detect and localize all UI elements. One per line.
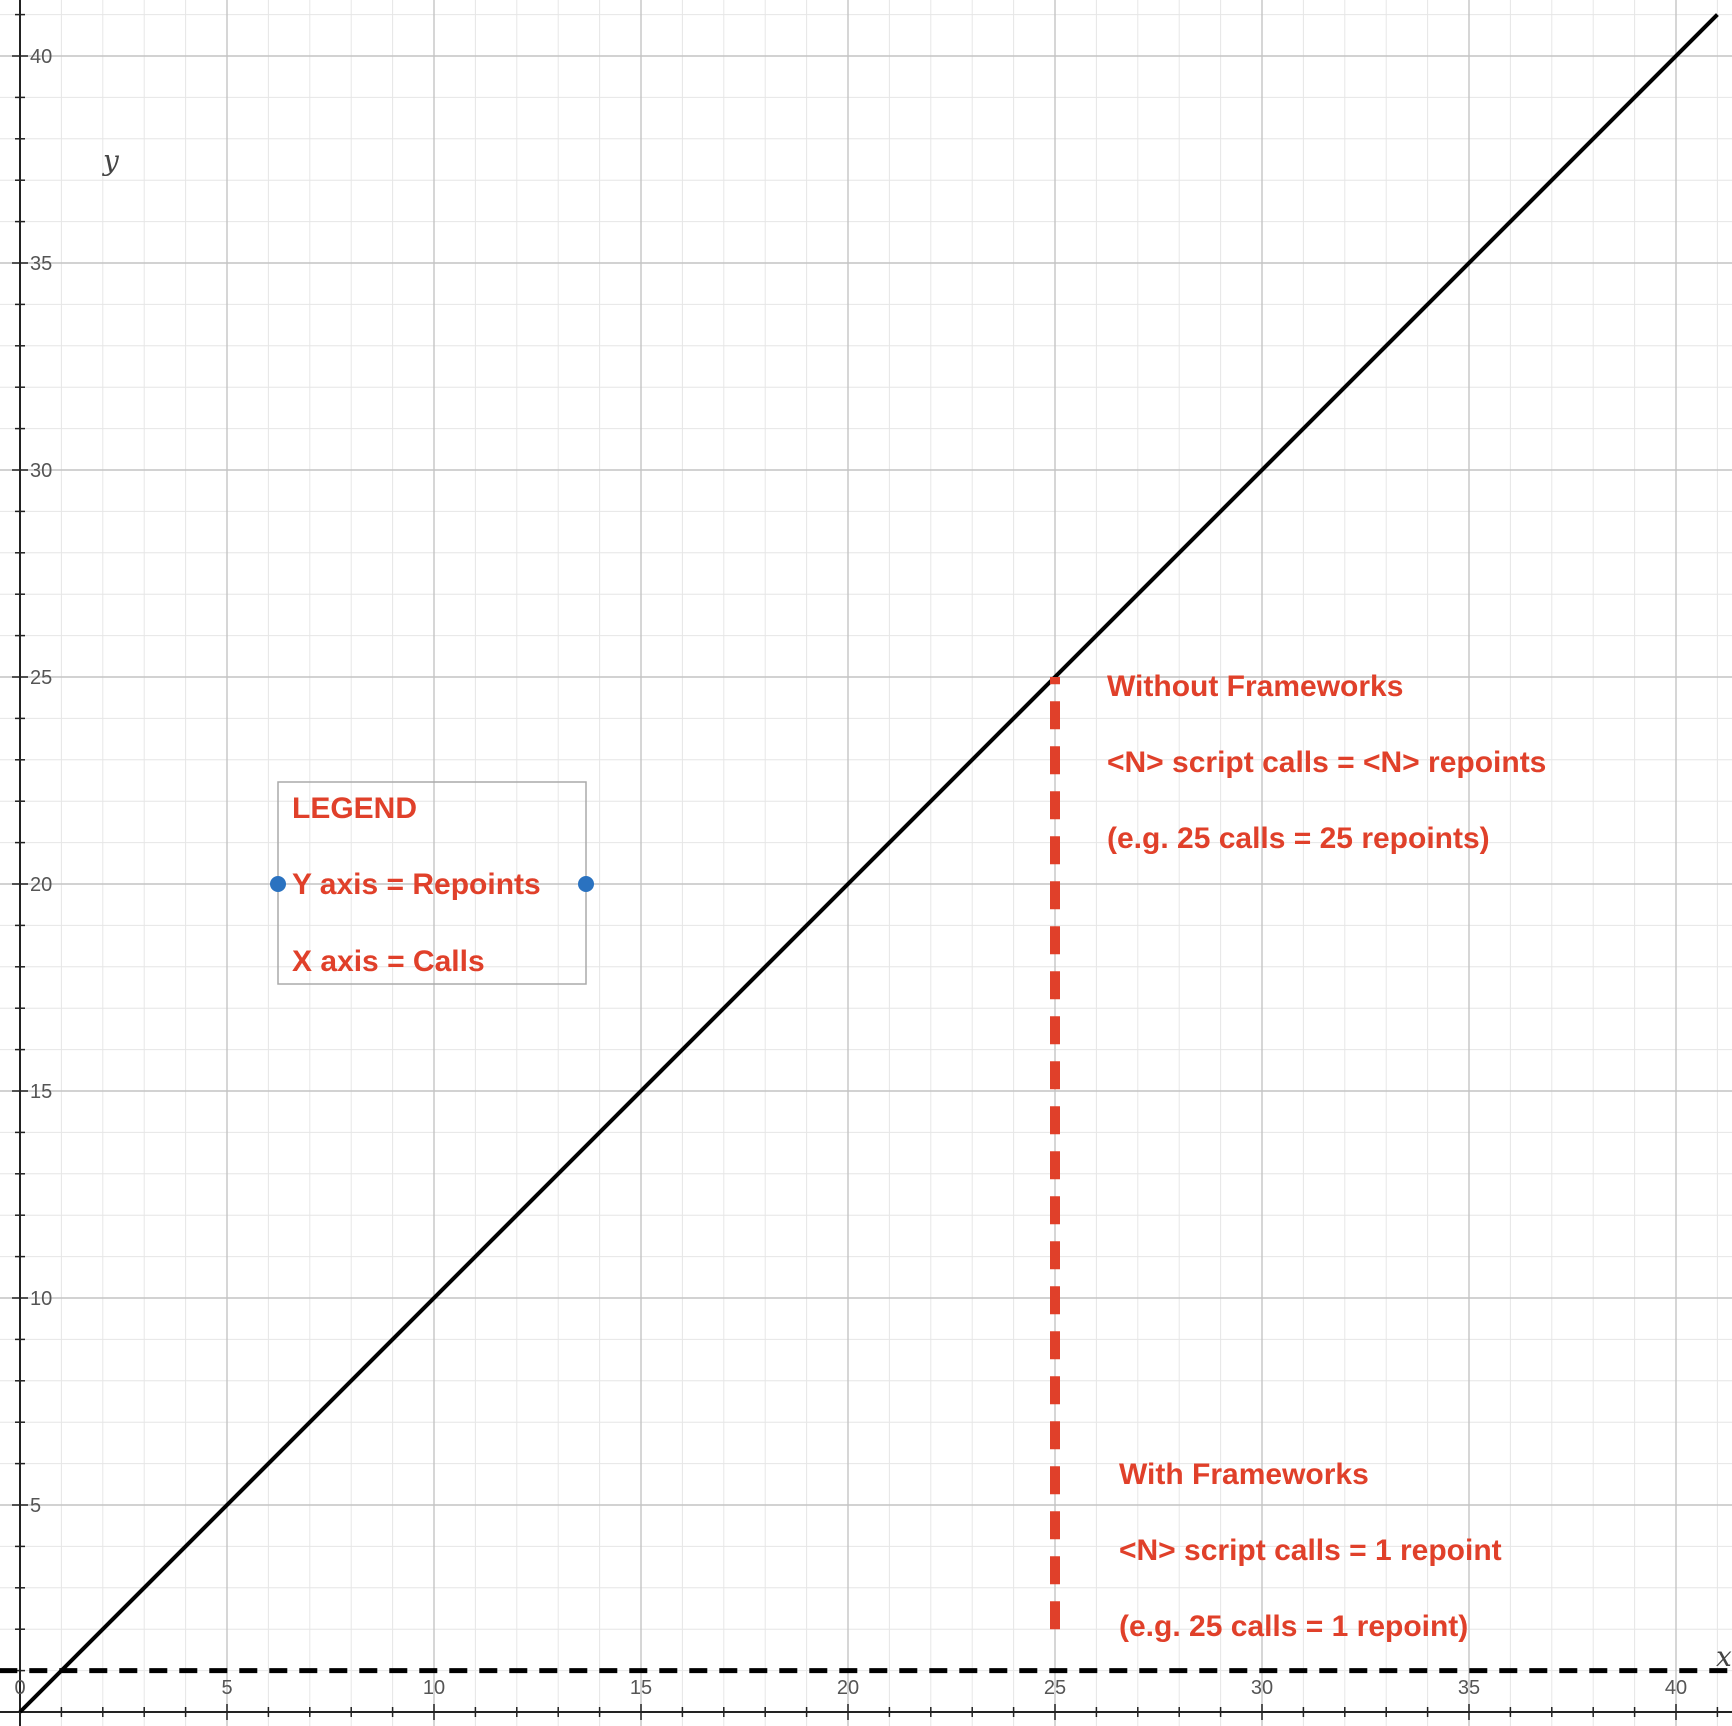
- legend-box[interactable]: LEGEND Y axis = Repoints X axis = Calls: [270, 781, 594, 985]
- x-tick-label: 10: [423, 1677, 445, 1699]
- y-tick-label: 40: [30, 46, 52, 68]
- y-tick-label: 30: [30, 460, 52, 482]
- x-tick-label: 30: [1251, 1677, 1273, 1699]
- x-tick-label: 40: [1665, 1677, 1687, 1699]
- y-tick-label: 5: [30, 1495, 41, 1517]
- x-axis-label: x: [1716, 1640, 1732, 1673]
- annotation-line: <N> script calls = <N> repoints: [1107, 746, 1546, 779]
- x-tick-label: 20: [837, 1677, 859, 1699]
- legend-entry: X axis = Calls: [292, 945, 485, 978]
- x-tick-label: 35: [1458, 1677, 1480, 1699]
- annotation-line: With Frameworks: [1119, 1458, 1369, 1491]
- legend-title: LEGEND: [292, 792, 417, 825]
- y-tick-label: 35: [30, 253, 52, 275]
- legend-entry: Y axis = Repoints: [292, 868, 541, 901]
- x-tick-label: 15: [630, 1677, 652, 1699]
- annotation-with-frameworks: With Frameworks <N> script calls = 1 repo…: [1119, 1458, 1502, 1643]
- y-axis-label: y: [101, 144, 120, 177]
- x-tick-label: 5: [221, 1677, 232, 1699]
- annotation-line: (e.g. 25 calls = 25 repoints): [1107, 822, 1490, 855]
- legend-left-handle[interactable]: [270, 876, 286, 892]
- annotation-without-frameworks: Without Frameworks <N> script calls = <N>…: [1107, 670, 1546, 855]
- annotation-line: (e.g. 25 calls = 1 repoint): [1119, 1610, 1468, 1643]
- series-line-y-equals-x: [18, 13, 1719, 1714]
- x-tick-label: 25: [1044, 1677, 1066, 1699]
- annotation-line: Without Frameworks: [1107, 670, 1403, 703]
- annotation-line: <N> script calls = 1 repoint: [1119, 1534, 1502, 1567]
- y-tick-label: 25: [30, 667, 52, 689]
- y-tick-label: 15: [30, 1081, 52, 1103]
- y-tick-label: 10: [30, 1288, 52, 1310]
- x-tick-label: 0: [14, 1677, 25, 1699]
- legend-right-handle[interactable]: [578, 876, 594, 892]
- series-layer: [0, 13, 1730, 1714]
- annotations: Without Frameworks <N> script calls = <N>…: [1107, 670, 1546, 1643]
- tick-labels: 0 5 10 15 20 25 30 35 40 5 10 15 20 25 30 35 40 y x: [14, 46, 1732, 1699]
- y-tick-label: 20: [30, 874, 52, 896]
